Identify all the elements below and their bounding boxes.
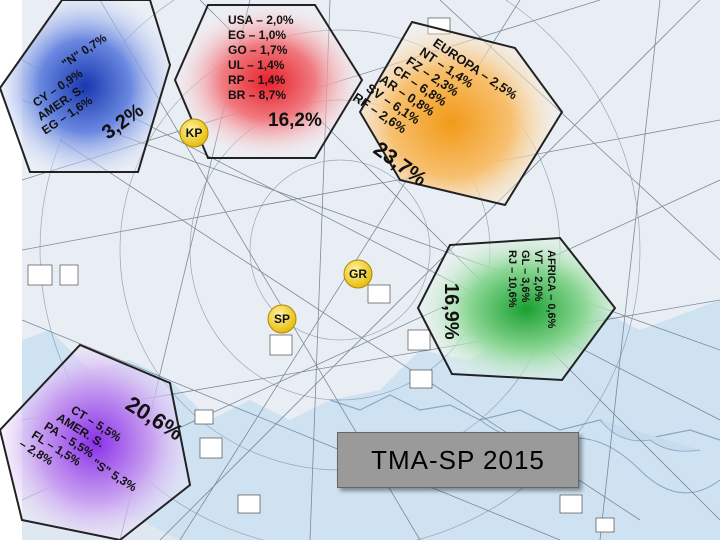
region-south — [0, 343, 192, 540]
usa-line: USA – 2,0% — [228, 13, 294, 27]
region-west — [0, 0, 172, 173]
usa-line: BR – 8,7% — [228, 88, 286, 102]
title-box: TMA-SP 2015 — [337, 432, 579, 488]
usa-lines: USA – 2,0% EG – 1,0% GO – 1,7% UL – 1,4%… — [228, 13, 294, 102]
usa-total: 16,2% — [268, 110, 322, 131]
africa-lines: AFRICA – 0,6% VT – 2,0% GL – 3,6% RJ – 1… — [506, 250, 557, 329]
chart-boxes — [27, 17, 615, 533]
airport-kp: KP — [179, 118, 209, 148]
airport-sp: SP — [267, 304, 297, 334]
africa-line: AFRICA – 0,6% — [545, 250, 557, 329]
usa-line: UL – 1,4% — [228, 58, 285, 72]
africa-line: GL – 3,6% — [519, 250, 531, 303]
africa-line: VT – 2,0% — [532, 250, 544, 302]
africa-line: RJ – 10,6% — [506, 250, 518, 308]
region-africa — [416, 236, 617, 382]
airport-gr: GR — [343, 259, 373, 289]
airport-gr-label: GR — [349, 267, 367, 281]
airport-kp-label: KP — [186, 126, 203, 140]
airport-sp-label: SP — [274, 312, 290, 326]
region-usa — [173, 4, 364, 159]
usa-line: EG – 1,0% — [228, 28, 286, 42]
usa-line: RP – 1,4% — [228, 73, 285, 87]
usa-line: GO – 1,7% — [228, 43, 288, 57]
africa-total: 16,9% — [440, 283, 462, 340]
page-title: TMA-SP 2015 — [371, 444, 545, 475]
region-europa — [358, 20, 564, 207]
